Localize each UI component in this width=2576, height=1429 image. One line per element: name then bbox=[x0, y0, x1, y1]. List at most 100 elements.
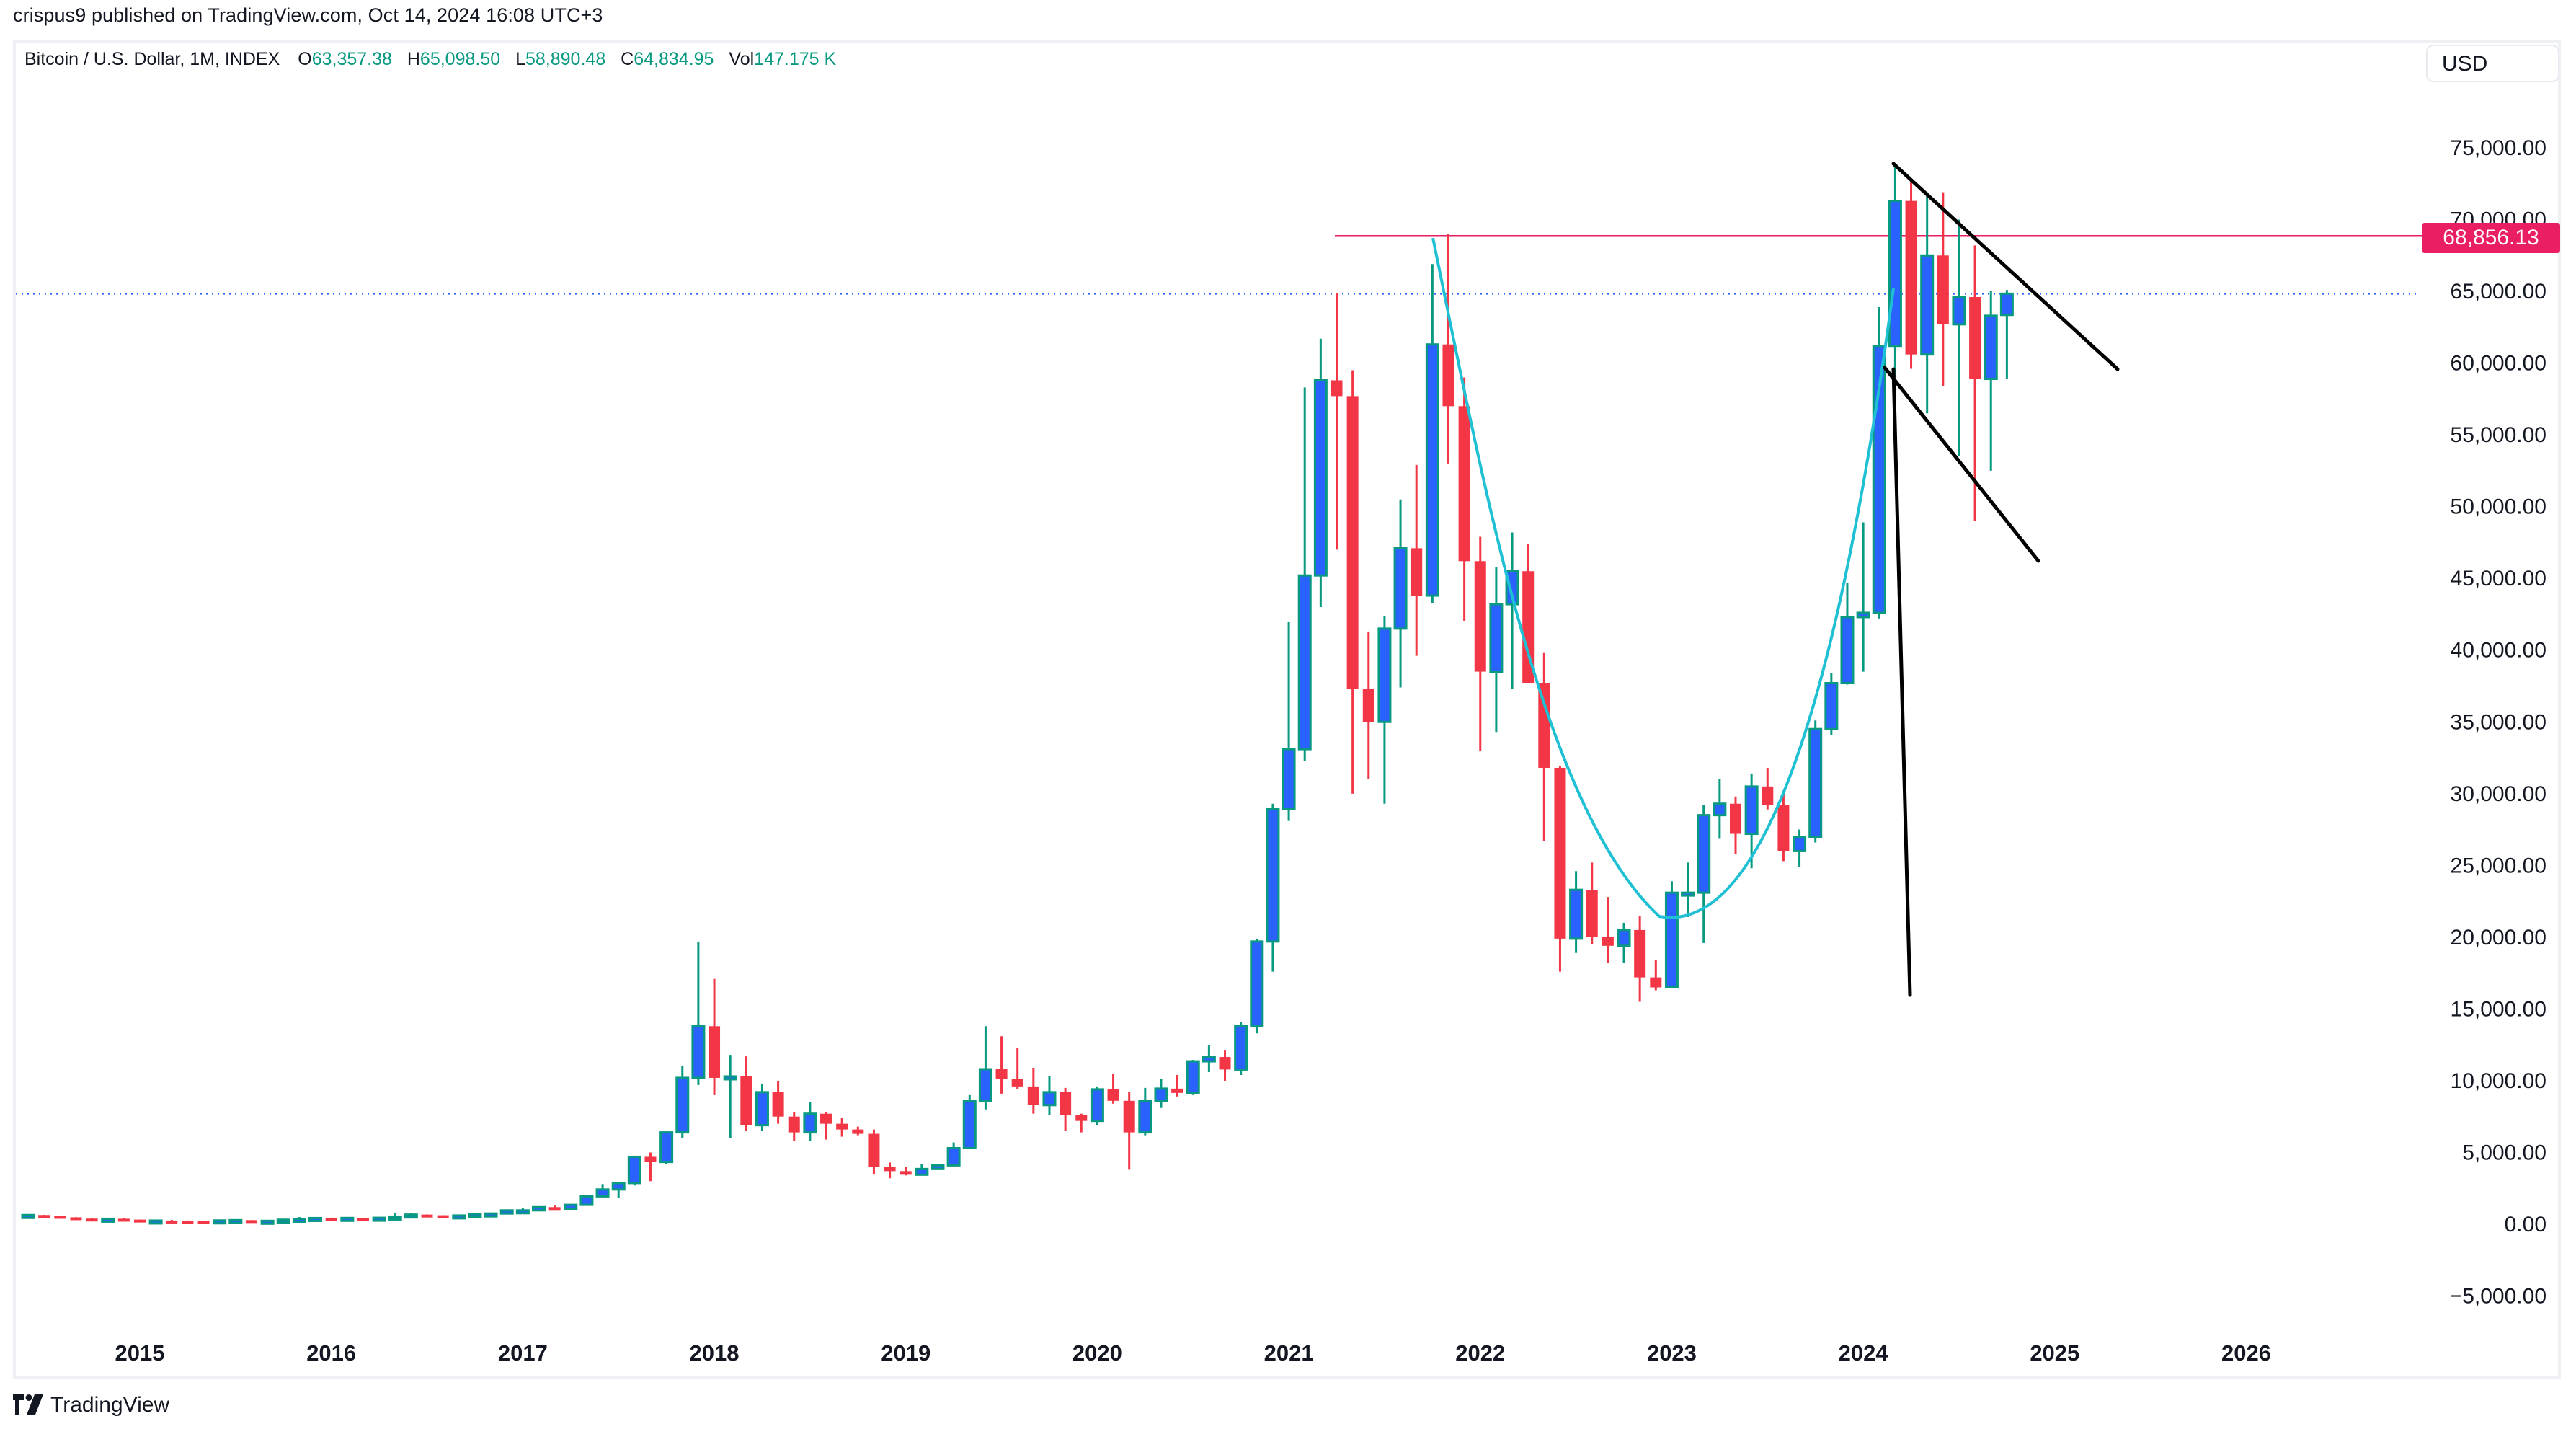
year-tick-label: 2020 bbox=[1072, 1340, 1122, 1366]
flag-pole-line[interactable] bbox=[1891, 367, 1912, 997]
candle-down bbox=[1171, 1074, 1183, 1097]
currency-button[interactable]: USD bbox=[2426, 45, 2559, 82]
year-tick-label: 2019 bbox=[881, 1340, 931, 1366]
candle-up bbox=[213, 1219, 227, 1225]
candle-down bbox=[197, 1221, 210, 1224]
price-tick-label: 15,000.00 bbox=[2451, 997, 2546, 1021]
candle-up bbox=[564, 1203, 578, 1211]
close-value: 64,834.95 bbox=[634, 49, 714, 69]
price-tick-label: 50,000.00 bbox=[2451, 495, 2546, 519]
time-axis[interactable]: 2015 2016 2017 2018 2019 2020 2021 2022 2023 2024… bbox=[115, 1340, 2271, 1366]
flag-upper-trendline[interactable] bbox=[1891, 162, 2120, 371]
price-tick-label: 20,000.00 bbox=[2451, 926, 2546, 950]
candle-down bbox=[1027, 1068, 1039, 1114]
candle-down bbox=[1969, 245, 1981, 521]
volume-label: Vol bbox=[729, 49, 755, 69]
candle-down bbox=[1522, 544, 1535, 683]
candle-down bbox=[1011, 1048, 1023, 1089]
volume-value: 147.175 K bbox=[754, 49, 837, 69]
candle-up bbox=[1569, 871, 1584, 953]
candle-up bbox=[1042, 1076, 1057, 1115]
candle-down bbox=[1060, 1087, 1072, 1131]
low-value: 58,890.48 bbox=[525, 49, 606, 69]
candle-down bbox=[820, 1112, 832, 1140]
candle-up bbox=[723, 1055, 737, 1138]
candle-up bbox=[1154, 1079, 1168, 1108]
candle-up bbox=[260, 1219, 275, 1225]
candle-down bbox=[245, 1220, 257, 1224]
candle-up bbox=[21, 1213, 35, 1219]
high-label: H bbox=[407, 49, 420, 69]
candle-up bbox=[1713, 779, 1727, 839]
candle-down bbox=[1458, 377, 1470, 621]
candle-down bbox=[709, 978, 721, 1095]
publish-line: crispus9 published on TradingView.com, O… bbox=[13, 4, 603, 26]
candle-up bbox=[1138, 1087, 1152, 1136]
open-value: 63,357.38 bbox=[311, 49, 392, 69]
price-tick-label: −5,000.00 bbox=[2450, 1285, 2546, 1309]
candle-down bbox=[836, 1118, 848, 1137]
candle-up bbox=[1505, 532, 1519, 689]
candle-up bbox=[1856, 522, 1870, 672]
candle-down bbox=[1650, 960, 1662, 991]
candle-up bbox=[1808, 720, 1823, 843]
candle-up bbox=[1266, 803, 1280, 972]
candle-down bbox=[772, 1080, 784, 1124]
symbol-name: Bitcoin / U.S. Dollar, 1M, INDEX bbox=[25, 49, 280, 69]
candle-up bbox=[1664, 881, 1679, 989]
candle-down bbox=[1762, 767, 1774, 810]
candle-up bbox=[388, 1213, 402, 1221]
year-tick-label: 2021 bbox=[1264, 1340, 1314, 1366]
cup-curve-drawing[interactable] bbox=[1431, 237, 1895, 919]
price-tick-label: 0.00 bbox=[2505, 1213, 2546, 1236]
candle-up bbox=[1888, 164, 1902, 378]
candle-down bbox=[38, 1215, 50, 1218]
candle-up bbox=[148, 1219, 163, 1225]
price-axis[interactable]: 75,000.0070,000.0065,000.0060,000.0055,0… bbox=[2450, 136, 2546, 1309]
candle-down bbox=[166, 1220, 178, 1224]
candle-down bbox=[1905, 180, 1917, 369]
price-tick-label: 60,000.00 bbox=[2451, 352, 2546, 376]
candle-down bbox=[740, 1056, 752, 1131]
candle-up bbox=[659, 1131, 674, 1164]
candle-up bbox=[468, 1213, 482, 1218]
candle-up bbox=[579, 1195, 594, 1206]
candle-up bbox=[803, 1102, 817, 1141]
candle-up bbox=[675, 1066, 690, 1138]
chart-frame bbox=[13, 40, 2561, 1379]
year-tick-label: 2025 bbox=[2030, 1340, 2079, 1366]
candle-up bbox=[1744, 773, 1759, 869]
candle-down bbox=[884, 1162, 896, 1179]
candle-up bbox=[1681, 862, 1695, 917]
year-tick-label: 2016 bbox=[306, 1340, 356, 1366]
candle-up bbox=[1617, 922, 1631, 963]
candle-up bbox=[1234, 1022, 1248, 1075]
price-tick-label: 75,000.00 bbox=[2451, 136, 2546, 160]
candle-up bbox=[1313, 338, 1328, 607]
price-tick-label: 45,000.00 bbox=[2451, 567, 2546, 590]
candle-down bbox=[54, 1216, 66, 1219]
trendline-drawings[interactable] bbox=[1883, 162, 2120, 997]
candle-up bbox=[962, 1094, 977, 1149]
candle-up bbox=[452, 1214, 466, 1220]
resistance-price-tag: 68,856.13 bbox=[2422, 223, 2560, 253]
candle-up bbox=[308, 1216, 323, 1222]
price-tick-label: 30,000.00 bbox=[2451, 782, 2546, 806]
candle-down bbox=[1777, 790, 1790, 862]
candle-down bbox=[644, 1152, 657, 1182]
tradingview-logo[interactable]: TradingView bbox=[13, 1393, 169, 1417]
candle-down bbox=[1075, 1113, 1088, 1133]
candle-down bbox=[1123, 1092, 1135, 1170]
candle-down bbox=[70, 1217, 82, 1221]
candle-down bbox=[437, 1215, 449, 1218]
candle-up bbox=[611, 1182, 626, 1198]
candle-down bbox=[1411, 464, 1423, 656]
flag-lower-trendline[interactable] bbox=[1883, 366, 2040, 563]
candle-down bbox=[182, 1220, 194, 1224]
candle-up bbox=[228, 1218, 243, 1224]
candle-up bbox=[515, 1208, 530, 1215]
candle-down bbox=[117, 1218, 130, 1222]
candle-down bbox=[421, 1214, 433, 1218]
candle-up bbox=[101, 1217, 115, 1223]
